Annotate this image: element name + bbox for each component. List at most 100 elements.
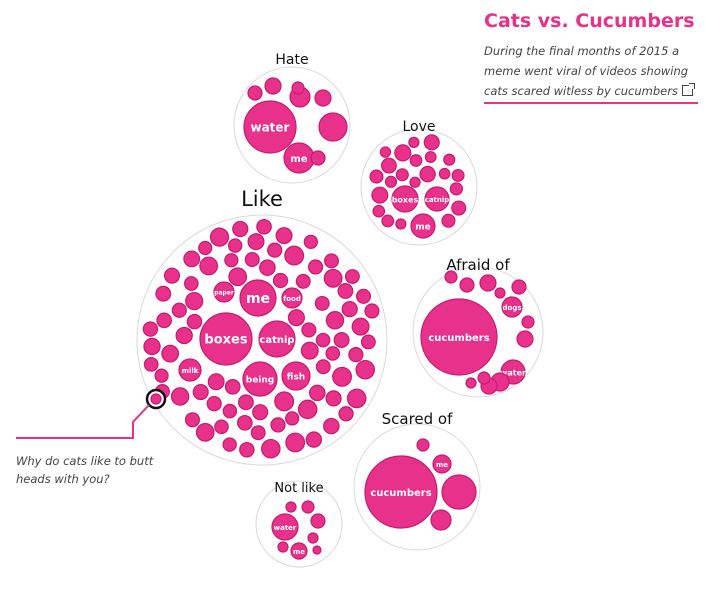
- bubble-hate-4[interactable]: [318, 112, 348, 142]
- bubble-like-71[interactable]: [348, 347, 364, 363]
- bubble-not-like-water[interactable]: [271, 513, 299, 541]
- bubble-love-21[interactable]: [408, 136, 420, 148]
- bubble-love-15[interactable]: [395, 168, 409, 182]
- bubble-not-like-1[interactable]: [285, 501, 297, 513]
- bubble-like-29[interactable]: [185, 291, 204, 311]
- bubble-like-42[interactable]: [183, 250, 201, 268]
- bubble-like-23[interactable]: [259, 259, 276, 276]
- bubble-afraid-of-3[interactable]: [479, 274, 497, 292]
- bubble-like-15[interactable]: [170, 387, 190, 406]
- bubble-hate-6[interactable]: [247, 85, 263, 101]
- bubble-like-14[interactable]: [337, 283, 354, 299]
- bubble-like-20[interactable]: [351, 317, 370, 336]
- bubble-like-57[interactable]: [171, 302, 187, 318]
- bubble-like-25[interactable]: [325, 311, 345, 330]
- bubble-like-11[interactable]: [161, 344, 180, 363]
- bubble-love-1[interactable]: [394, 144, 412, 162]
- bubble-like-77[interactable]: [238, 394, 254, 411]
- bubble-scared-of-2[interactable]: [416, 438, 430, 452]
- bubble-like-75[interactable]: [285, 411, 300, 426]
- bubble-love-10[interactable]: [449, 182, 464, 196]
- bubble-like-being[interactable]: [242, 361, 278, 397]
- bubble-love-18[interactable]: [451, 200, 467, 216]
- bubble-love-17[interactable]: [372, 204, 386, 218]
- bubble-like-64[interactable]: [270, 417, 286, 433]
- bubble-scared-of-1[interactable]: [441, 474, 477, 510]
- bubble-love-20[interactable]: [384, 175, 398, 188]
- bubble-like-80[interactable]: [227, 238, 243, 253]
- bubble-like-24[interactable]: [199, 256, 219, 276]
- bubble-like-52[interactable]: [346, 388, 367, 409]
- bubble-like-51[interactable]: [295, 273, 311, 289]
- bubble-afraid-of-4[interactable]: [494, 287, 506, 299]
- bubble-like-paper[interactable]: [213, 281, 235, 303]
- bubble-like-39[interactable]: [186, 313, 203, 330]
- bubble-not-like-me[interactable]: [290, 542, 308, 560]
- bubble-afraid-of-2[interactable]: [459, 277, 475, 293]
- bubble-like-34[interactable]: [300, 341, 319, 360]
- bubble-not-like-4[interactable]: [307, 532, 319, 544]
- bubble-like-35[interactable]: [333, 332, 350, 348]
- bubble-like-59[interactable]: [303, 234, 318, 249]
- bubble-like-7[interactable]: [156, 312, 172, 329]
- bubble-love-catnip[interactable]: [424, 186, 450, 212]
- bubble-like-58[interactable]: [285, 432, 306, 453]
- bubble-like-70[interactable]: [325, 346, 341, 361]
- bubble-like-26[interactable]: [154, 368, 169, 383]
- bubble-love-2[interactable]: [443, 153, 456, 166]
- external-link-icon[interactable]: [681, 83, 695, 96]
- bubble-like-28[interactable]: [247, 233, 265, 251]
- bubble-scared-of-cucumbers[interactable]: [364, 455, 438, 529]
- bubble-like-67[interactable]: [195, 422, 215, 442]
- bubble-like-41[interactable]: [261, 438, 281, 459]
- bubble-like-62[interactable]: [206, 396, 222, 412]
- bubble-like-27[interactable]: [184, 412, 201, 428]
- bubble-love-22[interactable]: [379, 146, 392, 158]
- bubble-like-30[interactable]: [272, 272, 289, 289]
- bubble-like-68[interactable]: [344, 269, 360, 284]
- bubble-like-catnip[interactable]: [258, 320, 296, 358]
- bubble-love-6[interactable]: [369, 169, 384, 184]
- bubble-like-78[interactable]: [267, 242, 283, 258]
- bubble-hate-me[interactable]: [283, 142, 315, 174]
- bubble-hate-7[interactable]: [291, 81, 305, 95]
- bubble-love-19[interactable]: [409, 176, 421, 188]
- bubble-afraid-of-8[interactable]: [511, 279, 527, 295]
- bubble-hate-1[interactable]: [264, 77, 282, 95]
- bubble-not-like-3[interactable]: [310, 513, 326, 529]
- bubble-love-16[interactable]: [438, 167, 451, 180]
- bubble-afraid-of-7[interactable]: [516, 330, 534, 348]
- bubble-afraid-of-cucumbers[interactable]: [420, 298, 498, 376]
- bubble-like-46[interactable]: [232, 220, 249, 238]
- bubble-like-56[interactable]: [341, 300, 358, 318]
- bubble-like-me[interactable]: [239, 279, 277, 317]
- bubble-like-69[interactable]: [305, 431, 323, 448]
- bubble-like-65[interactable]: [224, 378, 241, 395]
- bubble-love-8[interactable]: [423, 134, 440, 151]
- bubble-like-53[interactable]: [338, 406, 354, 422]
- bubble-like-6[interactable]: [325, 390, 342, 407]
- bubble-like-boxes[interactable]: [199, 312, 253, 366]
- bubble-like-food[interactable]: [281, 287, 303, 309]
- bubble-like-50[interactable]: [163, 267, 181, 284]
- bubble-love-11[interactable]: [409, 154, 423, 167]
- bubble-scared-of-me[interactable]: [432, 454, 452, 474]
- bubble-like-fish[interactable]: [281, 361, 311, 391]
- bubble-like-18[interactable]: [323, 417, 340, 435]
- bubble-like-74[interactable]: [364, 303, 380, 319]
- bubble-like-19[interactable]: [244, 251, 260, 268]
- bubble-like-5[interactable]: [214, 419, 229, 435]
- highlighted-bubble[interactable]: [150, 393, 162, 405]
- bubble-like-81[interactable]: [143, 357, 159, 372]
- bubble-like-79[interactable]: [315, 332, 331, 348]
- bubble-like-45[interactable]: [183, 276, 199, 291]
- bubble-not-like-2[interactable]: [301, 500, 315, 514]
- bubble-hate-5[interactable]: [310, 150, 326, 166]
- bubble-like-44[interactable]: [250, 425, 266, 441]
- bubble-like-21[interactable]: [355, 288, 372, 304]
- bubble-hate-3[interactable]: [314, 89, 332, 107]
- bubble-like-17[interactable]: [222, 403, 238, 419]
- bubble-afraid-of-1[interactable]: [444, 270, 458, 284]
- bubble-like-31[interactable]: [155, 285, 172, 302]
- bubble-love-boxes[interactable]: [391, 185, 419, 213]
